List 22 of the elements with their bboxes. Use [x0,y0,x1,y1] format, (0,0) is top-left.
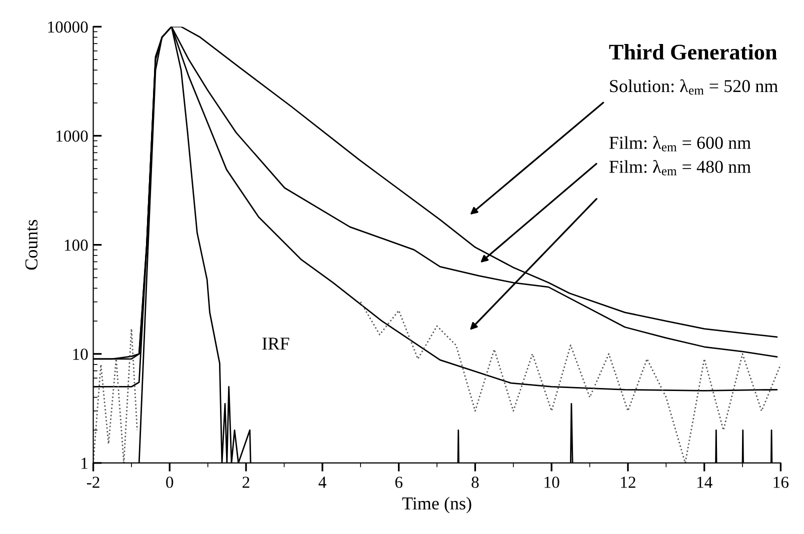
annotation: Film: λ$_{em}$ = 480 nm [609,160,751,176]
y-axis-title: Counts [25,220,38,270]
y-tick-label: 10000 [48,21,88,33]
annotation: Solution: λ$_{em}$ = 520 nm [610,79,778,95]
x-tick-label: 2 [242,476,250,488]
y-tick-label: 1000 [56,130,88,142]
y-tick-label: 100 [64,240,88,251]
x-tick-label: 16 [774,476,789,488]
x-tick-label: 0 [166,476,174,488]
x-tick-label: 4 [318,476,326,488]
x-tick-label: 12 [621,476,636,488]
x-tick-label: 8 [472,476,479,488]
text: Third Generation [609,44,778,60]
x-tick-label: 14 [697,476,712,488]
x-tick-label: 10 [544,476,560,488]
annotation: IRF [262,338,290,350]
x-tick-label: -2 [86,476,100,488]
x-tick-label: 6 [395,476,402,488]
y-tick-label: 1 [82,458,88,469]
y-tick-label: 10 [73,348,88,360]
x-axis-title: Time (ns) [402,496,472,514]
annotation: Film: λ$_{em}$ = 600 nm [609,136,751,152]
